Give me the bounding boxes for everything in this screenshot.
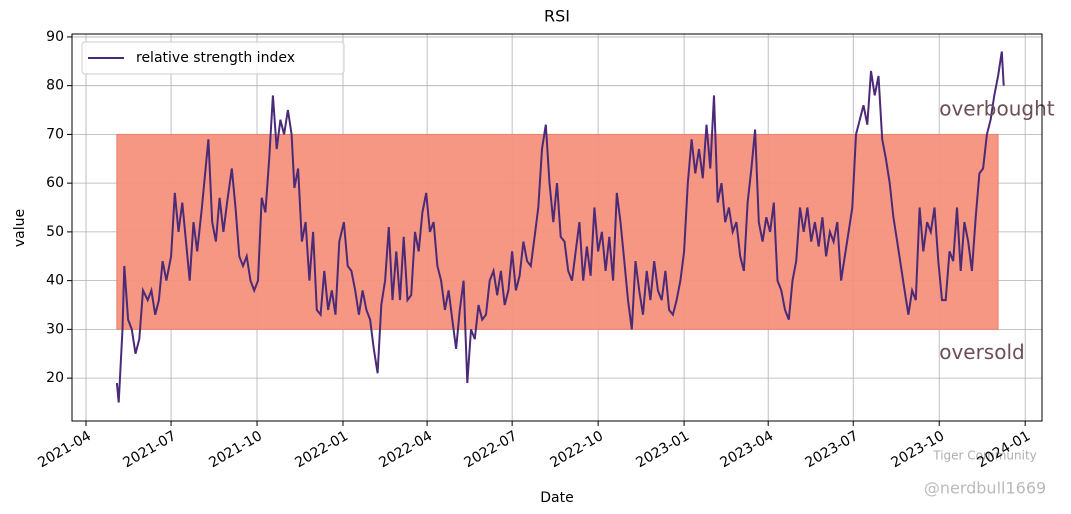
y-tick-label: 80 — [46, 78, 64, 94]
y-tick-label: 60 — [46, 175, 64, 191]
axes-frame — [71, 33, 1043, 422]
threshold-band — [116, 133, 999, 330]
x-tick-label: 2022-01 — [292, 428, 351, 471]
rsi-line — [115, 51, 1005, 403]
y-tick-label: 40 — [46, 273, 64, 289]
x-tick-label: 2023-04 — [718, 428, 777, 471]
annotation: overbought — [939, 97, 1055, 121]
y-axis-label: value — [12, 209, 28, 247]
x-axis-label: Date — [540, 490, 573, 506]
x-tick-label: 2021-04 — [35, 428, 94, 471]
x-tick-label: 2021-07 — [120, 428, 179, 471]
chart-title: RSI — [544, 7, 570, 26]
y-tick-label: 90 — [46, 29, 64, 45]
plot-area: 20 30 40 50 60 70 80 90 2021-04 2021-07 2021-10 202… — [35, 29, 1054, 471]
legend-label: relative strength index — [136, 50, 295, 66]
annotation: oversold — [939, 340, 1025, 364]
y-tick-label: 70 — [46, 126, 64, 142]
y-tick-label: 20 — [46, 370, 64, 386]
x-tick-label: 2022-04 — [376, 428, 435, 471]
legend-box — [81, 41, 345, 75]
x-tick-label: 2022-07 — [461, 428, 520, 471]
watermark: @nerdbull1669 — [924, 479, 1046, 498]
x-tick-label: 2021-10 — [206, 428, 265, 471]
x-tick-label: 2022-10 — [547, 428, 606, 471]
y-tick-label: 30 — [46, 321, 64, 337]
watermark: Tiger Community — [932, 449, 1037, 463]
y-tick-label: 50 — [46, 224, 64, 240]
x-tick-label: 2023-07 — [803, 428, 862, 471]
x-tick-label: 2023-01 — [633, 428, 692, 471]
